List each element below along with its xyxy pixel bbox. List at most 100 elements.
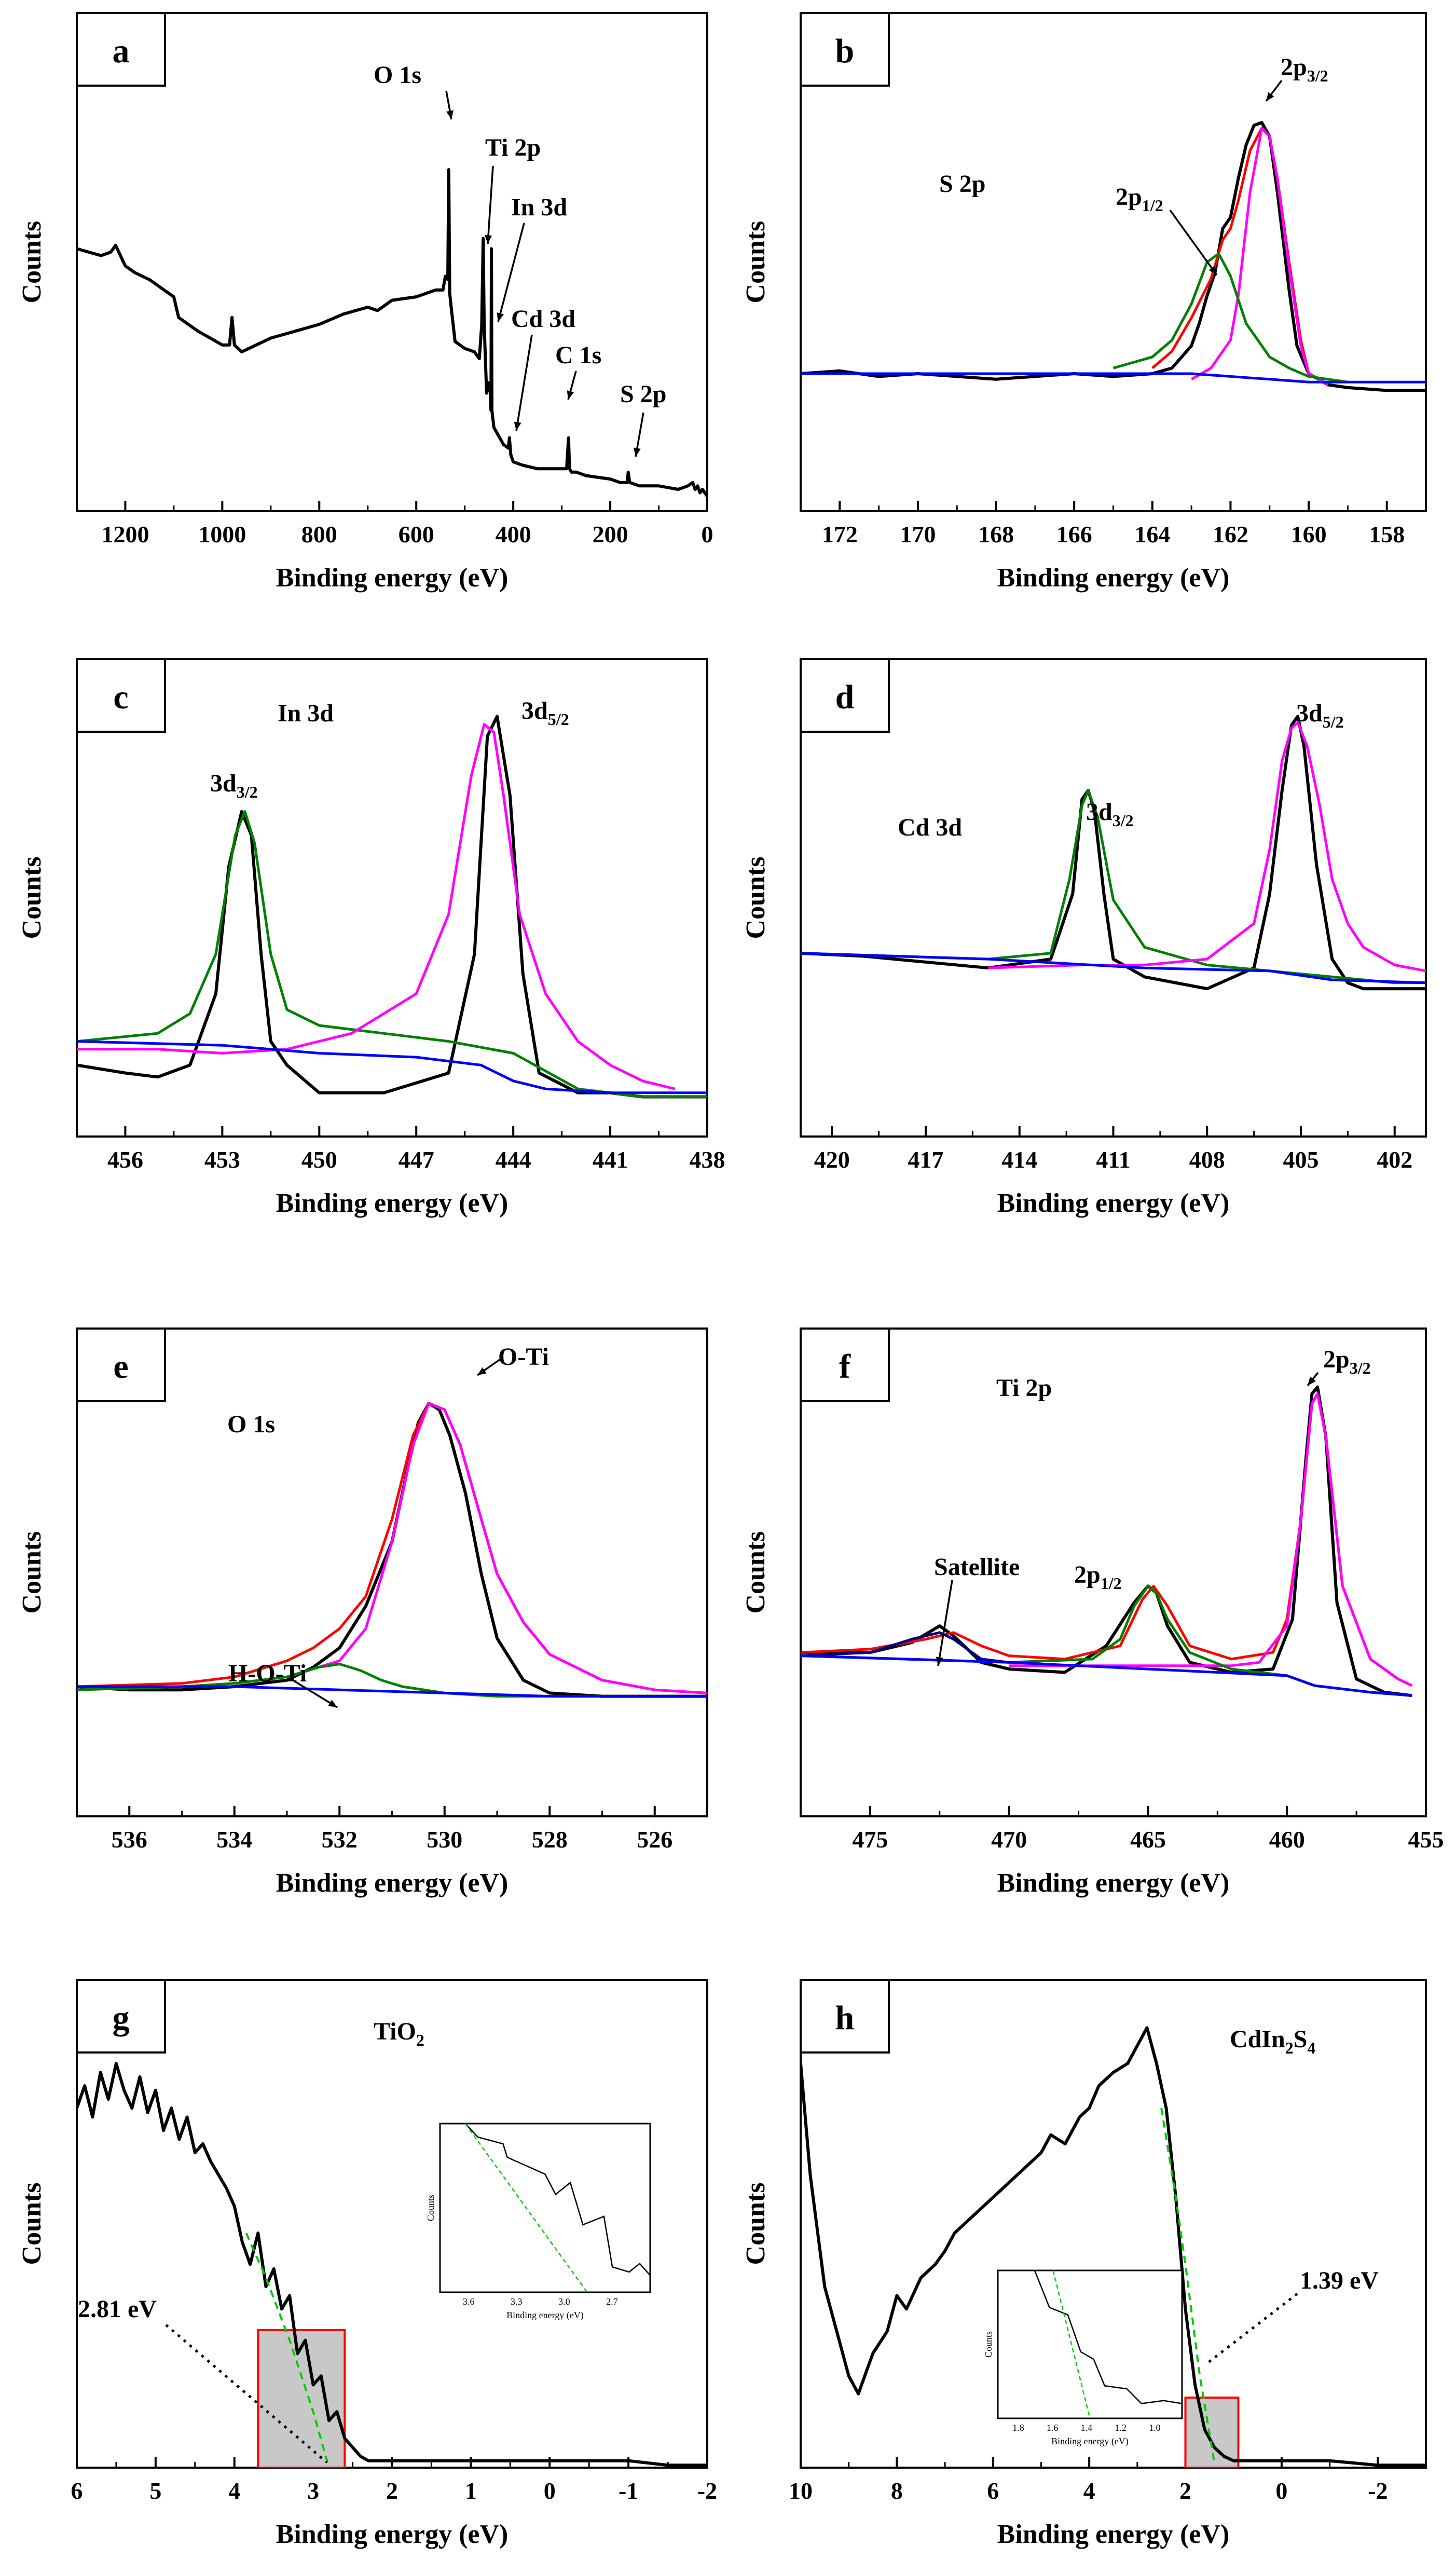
- x-tick-label: 800: [301, 521, 337, 548]
- series-tangent: [1160, 2107, 1216, 2466]
- inset-tick-label: 1.0: [1149, 2423, 1161, 2433]
- arrow-head: [328, 1700, 337, 1707]
- x-tick-label: 3: [307, 2478, 319, 2504]
- arrow-head: [446, 110, 454, 119]
- x-tick-label: 0: [702, 521, 713, 548]
- x-tick-label: 420: [814, 1146, 850, 1173]
- series-background: [77, 1685, 707, 1698]
- inset-tick-label: 1.2: [1115, 2423, 1127, 2433]
- panel-letter: g: [113, 1999, 130, 2037]
- inset-y-label: Counts: [425, 2195, 436, 2221]
- inset-tick-label: 3.6: [463, 2296, 475, 2307]
- x-axis-label: Binding energy (eV): [276, 2520, 509, 2549]
- label-s2p: S 2p: [620, 380, 666, 408]
- series-vb-spectrum: [801, 2026, 1426, 2467]
- series-layer: [77, 715, 707, 1099]
- leader-line: [290, 1678, 338, 1708]
- x-tick-label: 528: [532, 1826, 568, 1853]
- arrow-head: [477, 1367, 487, 1375]
- y-axis-label: Counts: [17, 857, 47, 939]
- x-axis-label: Binding energy (eV): [276, 1188, 509, 1218]
- panel-letter: c: [113, 678, 128, 716]
- leader-line: [487, 166, 494, 244]
- label-g-gap: 2.81 eV: [78, 2295, 157, 2323]
- panel-letter-box: [800, 1327, 890, 1402]
- panel-letter-box: [800, 658, 890, 733]
- label-cd3d: Cd 3d: [511, 305, 575, 333]
- label-c-3d32: 3d3/2: [210, 770, 258, 801]
- panel-letter-box: [76, 12, 166, 87]
- x-tick-label: -2: [697, 2478, 717, 2504]
- label-f-satellite: Satellite: [934, 1553, 1020, 1581]
- x-tick-label: 417: [908, 1146, 944, 1173]
- x-tick-label: 1200: [101, 521, 149, 548]
- x-tick-label: 8: [891, 2478, 903, 2504]
- x-tick-label: 0: [544, 2478, 556, 2504]
- x-tick-label: 172: [822, 521, 858, 548]
- x-tick-label: 10: [789, 2478, 813, 2504]
- x-tick-label: 170: [900, 521, 936, 548]
- inset-series-raw: [464, 2123, 651, 2276]
- inset-frame: [997, 2269, 1183, 2419]
- x-tick-label: 455: [1408, 1826, 1444, 1853]
- label-g-title: TiO2: [374, 2018, 424, 2049]
- panel-letter-box: [76, 658, 166, 733]
- label-d-title: Cd 3d: [898, 814, 962, 841]
- panel-b: b 172 170 168 166 164 162 160 158 Binding energy …: [741, 12, 1427, 593]
- label-c-title: In 3d: [278, 700, 334, 727]
- label-h-title: CdIn2S4: [1230, 2025, 1315, 2057]
- panel-letter: e: [113, 1348, 128, 1386]
- x-axis-label: Binding energy (eV): [997, 1188, 1230, 1218]
- y-axis-label: Counts: [741, 1531, 771, 1614]
- inset-series-raw: [1034, 2270, 1183, 2404]
- series-2p3-2-fit: [1190, 127, 1329, 386]
- x-tick-label: 4: [1083, 2478, 1095, 2504]
- x-tick-label: 441: [593, 1146, 628, 1173]
- series-raw: [77, 715, 707, 1099]
- label-c1s: C 1s: [555, 341, 601, 369]
- series-3d3-2-fit: [77, 810, 707, 1098]
- panel-f-annotations: Ti 2p 2p3/2 2p1/2 Satellite: [934, 1346, 1371, 1593]
- x-tick-label: 600: [399, 521, 434, 548]
- x-tick-label: 414: [1001, 1146, 1037, 1173]
- series-vb-spectrum: [77, 2062, 707, 2467]
- series-layer: [801, 1385, 1413, 1698]
- inset-x-label: Binding energy (eV): [1051, 2436, 1129, 2447]
- zoom-region: [1184, 2397, 1240, 2468]
- x-tick-label: 6: [71, 2478, 83, 2504]
- series-tangent: [245, 2233, 329, 2466]
- x-tick-label: 536: [112, 1826, 147, 1853]
- zoom-region: [257, 2329, 346, 2468]
- panel-letter: a: [113, 32, 130, 70]
- series-2p1-2-fit: [1112, 252, 1348, 384]
- x-tick-label: 465: [1130, 1826, 1166, 1853]
- x-tick-label: 5: [149, 2478, 161, 2504]
- x-tick-label: 160: [1291, 521, 1327, 548]
- x-axis-label: Binding energy (eV): [997, 2520, 1230, 2549]
- x-tick-label: 2: [1179, 2478, 1191, 2504]
- x-axis-label: Binding energy (eV): [276, 1868, 509, 1898]
- x-tick-label: 530: [427, 1826, 462, 1853]
- x-tick-label: -1: [619, 2478, 638, 2504]
- panel-b-annotations: S 2p 2p3/2 2p1/2: [939, 53, 1328, 215]
- series-3d3-2-fit: [801, 789, 1426, 984]
- label-f-2p12: 2p1/2: [1074, 1561, 1122, 1593]
- panel-g-annotations: TiO2 2.81 eV: [78, 2018, 424, 2323]
- inset-series-tangent: [1052, 2270, 1091, 2419]
- y-axis-label: Counts: [17, 1531, 47, 1614]
- label-e-hoti: H-O-Ti: [228, 1660, 307, 1687]
- panel-c-annotations: In 3d 3d5/2 3d3/2: [210, 697, 569, 801]
- x-tick-label: 2: [386, 2478, 398, 2504]
- inset-series-tangent: [464, 2123, 588, 2293]
- series-survey: [77, 168, 707, 497]
- series-background: [801, 372, 1426, 384]
- label-in3d: In 3d: [511, 194, 567, 221]
- leader-line: [937, 1580, 953, 1666]
- panel-letter: d: [835, 678, 855, 716]
- panel-letter-box: [800, 1979, 890, 2054]
- x-tick-label: 444: [496, 1146, 531, 1173]
- series-layer: [801, 2026, 1426, 2468]
